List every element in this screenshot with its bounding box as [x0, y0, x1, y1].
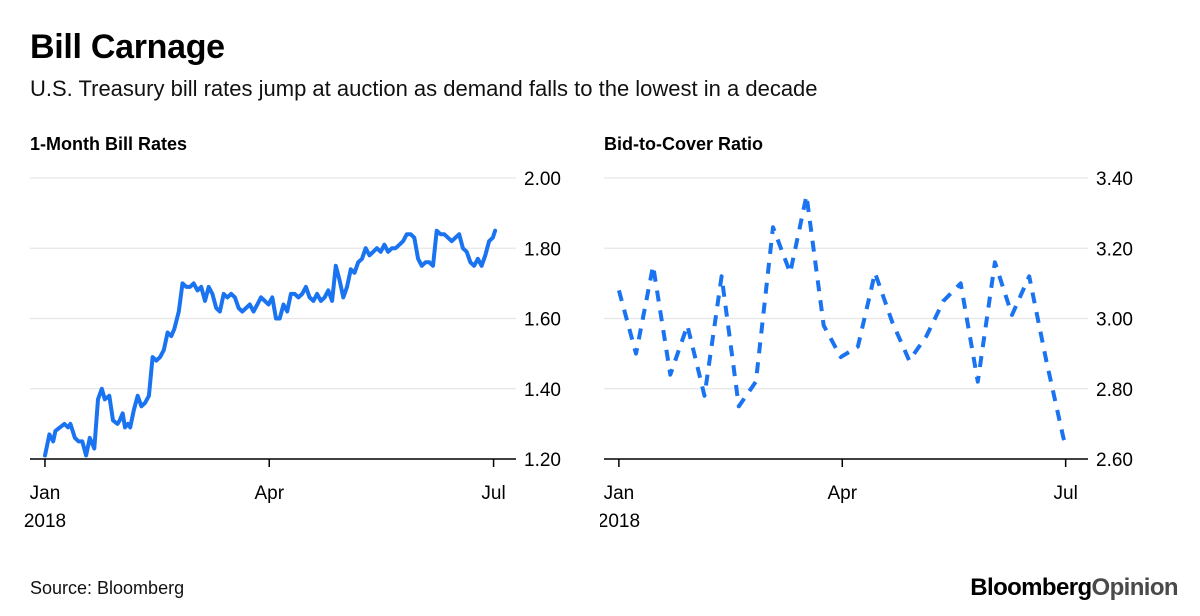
- btc-y-tick-label: 3.00: [1096, 310, 1133, 331]
- rates-x-tick-label: Apr: [254, 483, 284, 504]
- btc-x-tick-label: Apr: [827, 483, 857, 504]
- btc-x-tick-sublabel: 2018: [600, 511, 640, 532]
- chart-subtitle: U.S. Treasury bill rates jump at auction…: [30, 76, 818, 101]
- btc-series-line: [616, 193, 1070, 450]
- bloomberg-opinion-logo: BloombergOpinion: [970, 574, 1178, 602]
- rates-y-tick-label: 1.40: [524, 380, 561, 401]
- source-note: Source: Bloomberg: [30, 578, 185, 598]
- rates-series-line: [43, 228, 498, 458]
- left-panel-title: 1-Month Bill Rates: [30, 134, 188, 154]
- bid-to-cover-chart: 3.40 3.20 3.00 2.80 2.60 Jan 2018 Apr Jul: [600, 169, 1133, 532]
- rates-x-tick-label: Jul: [481, 483, 505, 504]
- bill-rates-chart: 2.00 1.80 1.60 1.40 1.20 Jan 2018 Apr Jul: [24, 169, 561, 532]
- btc-y-tick-label: 2.60: [1096, 450, 1133, 471]
- rates-y-tick-label: 1.80: [524, 239, 561, 260]
- btc-y-tick-label: 3.40: [1096, 169, 1133, 190]
- logo-brand: Bloomberg: [970, 574, 1092, 601]
- rates-x-tick-sublabel: 2018: [24, 511, 66, 532]
- right-panel-title: Bid-to-Cover Ratio: [604, 134, 763, 154]
- btc-x-tick-label: Jan: [604, 483, 635, 504]
- btc-y-tick-label: 2.80: [1096, 380, 1133, 401]
- btc-y-tick-label: 3.20: [1096, 239, 1133, 260]
- rates-y-tick-label: 1.60: [524, 310, 561, 331]
- btc-x-tick-label: Jul: [1054, 483, 1078, 504]
- logo-suffix: Opinion: [1091, 574, 1179, 601]
- rates-y-tick-label: 2.00: [524, 169, 561, 190]
- rates-x-tick-label: Jan: [30, 483, 61, 504]
- rates-y-tick-label: 1.20: [524, 450, 561, 471]
- chart-title: Bill Carnage: [30, 28, 225, 66]
